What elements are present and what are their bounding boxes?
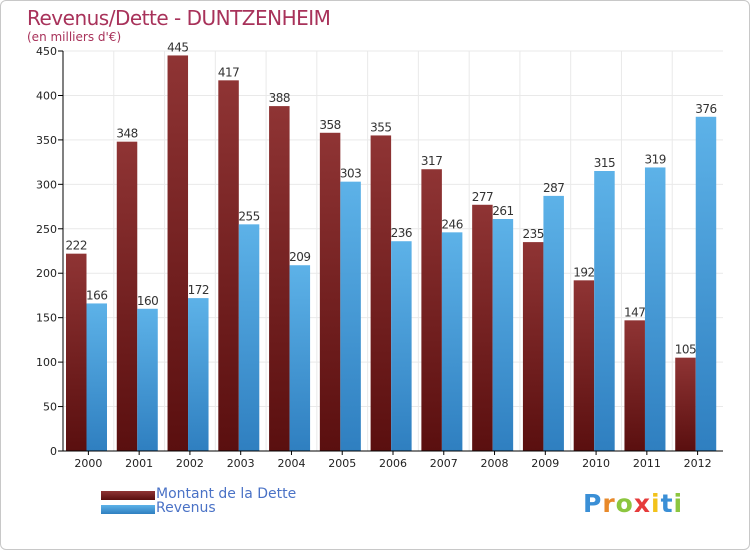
data-label: 235 (522, 227, 543, 241)
bar-dette (218, 80, 239, 451)
data-label: 261 (492, 204, 513, 218)
x-tick-label: 2005 (328, 457, 356, 470)
x-tick-label: 2007 (430, 457, 458, 470)
data-label: 222 (66, 239, 87, 253)
bar-revenus (695, 116, 717, 452)
logo-letter: P (583, 489, 603, 518)
bar-dette (319, 132, 341, 451)
data-label: 147 (624, 305, 645, 319)
data-label: 303 (340, 167, 361, 181)
bar-dette (66, 253, 87, 451)
bar-dette (269, 106, 290, 451)
y-tick-label: 150 (36, 312, 57, 325)
data-label: 105 (675, 343, 696, 357)
bar-revenus (391, 241, 412, 451)
logo-letter: t (660, 489, 674, 518)
legend-label-dette: Montant de la Dette (156, 486, 297, 502)
data-label: 376 (695, 102, 716, 116)
logo-letter: x (633, 489, 651, 518)
data-label: 445 (167, 40, 188, 54)
bar-revenus (137, 308, 158, 451)
data-label: 255 (238, 209, 259, 223)
legend-swatch-dette (101, 491, 155, 500)
bar-revenus (441, 232, 463, 451)
bar-revenus (340, 181, 361, 451)
bar-dette (472, 204, 493, 451)
x-tick-label: 2001 (125, 457, 153, 470)
data-label: 209 (289, 250, 310, 264)
y-tick-label: 450 (36, 45, 57, 58)
data-label: 417 (218, 65, 239, 79)
y-tick-label: 50 (43, 401, 57, 414)
data-label: 355 (370, 120, 391, 134)
x-tick-label: 2009 (531, 457, 559, 470)
x-tick-label: 2012 (684, 457, 712, 470)
y-tick-label: 0 (50, 445, 57, 458)
y-tick-label: 100 (36, 356, 57, 369)
bar-dette (116, 141, 138, 451)
logo-letter: o (615, 489, 634, 518)
data-label: 166 (86, 288, 107, 302)
y-tick-label: 200 (36, 267, 57, 280)
bars (66, 55, 717, 452)
y-tick-label: 400 (36, 89, 57, 102)
bar-revenus (188, 298, 209, 451)
x-tick-label: 2011 (633, 457, 661, 470)
data-label: 315 (594, 156, 615, 170)
bar-revenus (644, 167, 666, 451)
data-label: 172 (188, 283, 209, 297)
x-tick-label: 2002 (176, 457, 204, 470)
data-label: 277 (472, 190, 493, 204)
data-label: 246 (441, 217, 462, 231)
bar-dette (573, 280, 595, 451)
data-label: 319 (645, 152, 666, 166)
bar-dette (624, 320, 645, 451)
bar-revenus (543, 195, 564, 451)
x-tick-label: 2004 (277, 457, 305, 470)
bar-revenus (594, 171, 615, 451)
chart-title: Revenus/Dette - DUNTZENHEIM (27, 6, 331, 30)
x-tick-label: 2003 (227, 457, 255, 470)
bar-dette (370, 135, 392, 451)
logo-letter: r (602, 489, 616, 518)
bar-dette (421, 169, 442, 451)
bar-revenus (238, 224, 260, 451)
y-tick-label: 250 (36, 223, 57, 236)
x-tick-label: 2000 (74, 457, 102, 470)
bar-revenus (289, 265, 311, 451)
y-tick-label: 350 (36, 134, 57, 147)
bar-dette (522, 242, 544, 451)
logo-letter: i (651, 489, 661, 518)
bar-revenus (86, 303, 107, 451)
legend-label-revenus: Revenus (156, 500, 216, 516)
data-label: 160 (137, 294, 158, 308)
data-label: 287 (543, 181, 564, 195)
data-label: 192 (573, 265, 594, 279)
legend-swatch-revenus (101, 505, 155, 514)
proxiti-logo: Proxiti (583, 489, 683, 518)
y-tick-label: 300 (36, 178, 57, 191)
data-label: 388 (269, 91, 290, 105)
x-tick-label: 2008 (481, 457, 509, 470)
data-label: 317 (421, 154, 442, 168)
value-labels: 222 166 348 160 445 172 417 255 388 209 358 303 355 2… (66, 40, 718, 357)
x-tick-label: 2006 (379, 457, 407, 470)
x-tick-label: 2010 (582, 457, 610, 470)
data-label: 236 (391, 226, 412, 240)
data-label: 358 (319, 118, 340, 132)
bar-revenus (492, 219, 514, 451)
data-label: 348 (116, 127, 137, 141)
chart-subtitle: (en milliers d'€) (27, 30, 122, 44)
bar-dette (675, 357, 696, 451)
logo-letter: i (673, 489, 684, 518)
axes: 0 50 100 150 200 250 300 350 400 450 2000 2001 2002 2… (36, 45, 723, 470)
bar-dette (167, 55, 189, 451)
